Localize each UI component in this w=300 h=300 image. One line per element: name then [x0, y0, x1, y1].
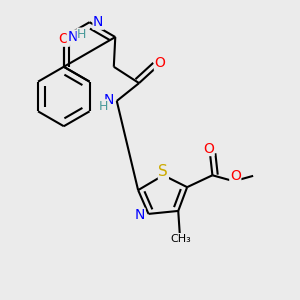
Text: N: N: [93, 15, 104, 29]
Text: H: H: [77, 28, 87, 41]
Text: H: H: [98, 100, 108, 113]
Text: O: O: [154, 56, 165, 70]
Text: O: O: [203, 142, 214, 155]
Text: N: N: [68, 30, 78, 44]
Text: CH₃: CH₃: [171, 234, 192, 244]
Text: O: O: [58, 32, 69, 46]
Text: N: N: [104, 93, 114, 107]
Text: S: S: [158, 164, 168, 179]
Text: O: O: [230, 169, 241, 183]
Text: N: N: [135, 208, 145, 222]
